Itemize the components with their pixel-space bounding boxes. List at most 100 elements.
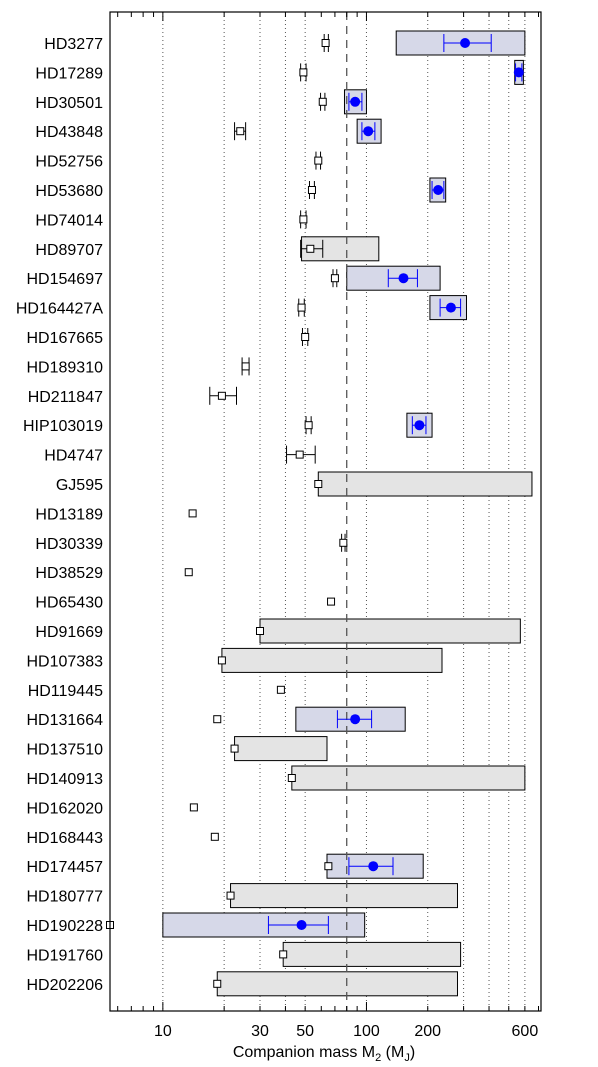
mass-range-box (162, 912, 366, 938)
x-tick-label: 50 (296, 1023, 314, 1040)
x-axis-title-main: Companion mass M (233, 1044, 375, 1061)
x-axis-title-sub2: J (404, 1052, 410, 1064)
lower-limit-marker (306, 244, 315, 253)
star-label: HD137510 (27, 742, 104, 759)
lower-limit-marker (217, 391, 226, 400)
lower-limit-marker (210, 832, 219, 841)
lower-limit-marker (213, 715, 222, 724)
lower-limit-marker (304, 421, 313, 430)
lower-limit-marker (324, 862, 333, 871)
x-tick-label: 10 (154, 1023, 172, 1040)
star-label: HD89707 (35, 242, 103, 259)
star-label: HD202206 (27, 977, 104, 994)
lower-limit-marker (307, 186, 316, 194)
lower-limit-marker (236, 127, 245, 136)
star-label: HD211847 (28, 389, 103, 406)
lower-limit-marker (299, 68, 308, 77)
star-label: HD17289 (35, 65, 103, 82)
star-label: HD53680 (35, 183, 103, 200)
mass-range-box (216, 971, 458, 997)
lower-limit-marker (299, 215, 308, 224)
mass-range-box (234, 736, 328, 762)
star-label: HD190228 (27, 918, 104, 935)
star-label: HD191760 (27, 947, 104, 964)
mass-range-box (317, 471, 533, 497)
star-label: HD131664 (27, 712, 104, 729)
grid-lines (162, 12, 526, 1011)
star-label: HD119445 (28, 683, 103, 700)
lower-limit-marker (297, 303, 306, 312)
star-label: HD65430 (35, 595, 103, 612)
lower-limit-marker (295, 450, 304, 459)
star-label: HD38529 (35, 565, 103, 582)
star-label: HD52756 (35, 154, 103, 171)
lower-limit-marker (189, 803, 198, 812)
x-tick-labels: 10 30 50 100 200 600 (154, 1023, 538, 1040)
x-axis-title: Companion mass M2 (MJ) (233, 1044, 415, 1064)
star-label: HD43848 (35, 124, 103, 141)
plot-frame (109, 11, 542, 1012)
star-label: HD174457 (27, 859, 104, 876)
lower-limit-marker (330, 274, 339, 283)
x-tick-label: 600 (512, 1023, 539, 1040)
star-label: HD189310 (27, 359, 104, 376)
x-axis-title-sub1: 2 (375, 1052, 381, 1064)
astrometric-mass-point (296, 920, 307, 930)
star-label: HD13189 (35, 506, 103, 523)
astrometric-mass-point (513, 67, 524, 78)
astrometric-mass-point (414, 420, 425, 431)
astrometric-mass-point (433, 185, 444, 195)
star-label: HIP103019 (23, 418, 103, 435)
lower-limit-marker (318, 97, 327, 106)
star-label: HD168443 (27, 830, 104, 847)
astrometric-mass-point (350, 714, 361, 725)
star-label: GJ595 (56, 477, 103, 494)
lower-limit-marker (314, 156, 323, 165)
star-label: HD74014 (35, 212, 103, 229)
lower-limit-marker (230, 744, 239, 753)
lower-limit-marker (255, 627, 264, 635)
lower-limit-marker (321, 39, 330, 47)
star-label: HD3277 (44, 36, 103, 53)
x-tick-label: 30 (251, 1023, 269, 1040)
star-label: HD162020 (27, 800, 104, 817)
star-label: HD140913 (27, 771, 104, 788)
lower-limit-marker (188, 509, 197, 518)
x-axis-title-mid: (M (381, 1044, 404, 1061)
mass-range-box (221, 647, 443, 673)
astrometric-mass-point (445, 302, 456, 313)
lower-limit-marker (287, 774, 296, 782)
star-label: HD180777 (27, 889, 104, 906)
x-tick-label: 200 (414, 1023, 441, 1040)
star-labels: HD3277 HD17289 HD30501 HD43848 HD52756 HD5368… (16, 36, 104, 994)
star-label: HD91669 (35, 624, 103, 641)
star-label: HD107383 (27, 653, 104, 670)
lower-limit-marker (327, 597, 336, 606)
astrometric-mass-point (350, 96, 361, 107)
star-label: HD167665 (27, 330, 104, 347)
astrometric-mass-point (398, 273, 409, 284)
lower-limit-marker (301, 333, 310, 341)
x-axis-title-end: ) (410, 1044, 415, 1061)
astrometric-mass-point (460, 38, 471, 48)
mass-range-box (282, 941, 462, 967)
star-label: HD154697 (27, 271, 104, 288)
lower-limit-marker (226, 891, 235, 900)
star-label: HD164427A (16, 301, 104, 318)
astrometric-mass-point (368, 861, 379, 872)
star-label: HD4747 (44, 448, 103, 465)
mass-range-box (291, 765, 526, 791)
lower-limit-marker (213, 979, 222, 988)
lower-limit-marker (339, 538, 348, 547)
x-tick-label: 100 (353, 1023, 380, 1040)
mass-range-box (230, 883, 458, 909)
lower-limit-marker (279, 950, 288, 959)
lower-limit-marker (241, 362, 250, 371)
x-axis-ticks (117, 12, 540, 1011)
star-label: HD30339 (35, 536, 103, 553)
lower-limit-marker (184, 568, 193, 577)
astrometric-mass-point (363, 126, 374, 137)
lower-limit-marker (217, 656, 226, 665)
mass-range-box (259, 618, 521, 644)
